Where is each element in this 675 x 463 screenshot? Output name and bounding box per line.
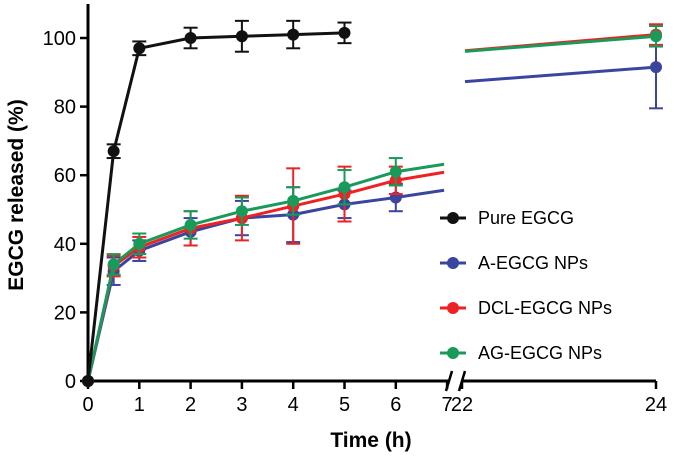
series-line-segment [190, 209, 243, 227]
series-a-egcg-nps [82, 24, 663, 387]
series-line-segment [464, 65, 657, 84]
x-axis-title: Time (h) [330, 429, 411, 452]
x-tick-label: 4 [288, 394, 299, 416]
data-point [287, 194, 300, 207]
series-line-segment [292, 185, 345, 203]
series [82, 19, 663, 387]
legend-marker [447, 347, 459, 359]
series-line-segment [292, 192, 345, 208]
series-line-segment [395, 170, 445, 182]
series-line-segment [190, 216, 243, 230]
x-tick-label: 24 [645, 394, 667, 416]
legend-item: DCL-EGCG NPs [440, 298, 612, 318]
series-line-segment [241, 199, 294, 213]
series-line-segment [395, 162, 445, 174]
series-line-segment [464, 34, 657, 53]
y-tick-label: 20 [54, 302, 76, 324]
series-line-segment [344, 178, 397, 196]
data-point [338, 181, 351, 194]
y-tick-label: 0 [65, 371, 76, 393]
axes [86, 4, 656, 392]
x-tick-label: 7 [442, 394, 453, 416]
series-line-segment [86, 264, 116, 382]
series-line-segment [344, 196, 396, 206]
x-tick-label: 22 [451, 394, 473, 416]
series-line-segment [241, 204, 294, 220]
x-tick-label: 0 [82, 394, 93, 416]
legend-item: A-EGCG NPs [440, 253, 588, 273]
legend-marker [447, 302, 459, 314]
series-line-segment [190, 34, 242, 40]
legend-label: Pure EGCG [478, 208, 574, 228]
data-point [184, 218, 197, 231]
series-line-segment [241, 33, 294, 38]
legend: Pure EGCG A-EGCG NPs DCL-EGCG NPs AG-EGCG N… [440, 208, 612, 363]
data-point [107, 145, 120, 158]
series-line-segment [139, 36, 191, 50]
x-tick-label: 3 [236, 394, 247, 416]
legend-label: A-EGCG NPs [478, 253, 588, 273]
legend-label: DCL-EGCG NPs [478, 298, 612, 318]
legend-marker [447, 212, 459, 224]
ticks: 0 20 40 60 80 100 0 1 2 3 4 5 6 722 24 [43, 28, 668, 416]
data-point [133, 42, 146, 55]
data-point [133, 237, 146, 250]
y-tick-label: 100 [43, 28, 76, 50]
series-line-segment [86, 151, 116, 382]
series-ag-egcg-nps [82, 24, 663, 387]
series-line-segment [395, 188, 445, 199]
x-tick-label: 1 [134, 394, 145, 416]
data-point [287, 28, 300, 41]
data-point [184, 32, 197, 44]
data-point [338, 26, 351, 39]
x-tick-label: 6 [390, 394, 401, 416]
series-pure-egcg [82, 19, 352, 387]
y-tick-label: 60 [54, 165, 76, 187]
y-tick-label: 40 [54, 234, 76, 256]
data-point [389, 165, 402, 178]
data-point [82, 375, 94, 387]
legend-item: Pure EGCG [440, 208, 574, 228]
data-point [650, 61, 662, 74]
y-axis-title: EGCG released (%) [5, 99, 28, 290]
y-tick-label: 80 [54, 97, 76, 119]
series-line-segment [138, 223, 192, 246]
series-line-segment [138, 230, 192, 253]
x-tick-label: 5 [339, 394, 350, 416]
x-tick-label: 2 [185, 394, 196, 416]
legend-label: AG-EGCG NPs [478, 343, 602, 363]
series-dcl-egcg-nps [82, 23, 663, 387]
data-point [650, 30, 662, 43]
legend-marker [447, 257, 459, 269]
data-point [235, 205, 248, 218]
series-line-segment [112, 47, 141, 152]
series-line-segment [293, 31, 345, 37]
series-line-segment [344, 170, 397, 189]
series-line-segment [292, 202, 345, 217]
data-point [107, 258, 120, 271]
legend-item: AG-EGCG NPs [440, 343, 602, 363]
series-line-segment [138, 226, 192, 249]
data-point [235, 30, 248, 43]
